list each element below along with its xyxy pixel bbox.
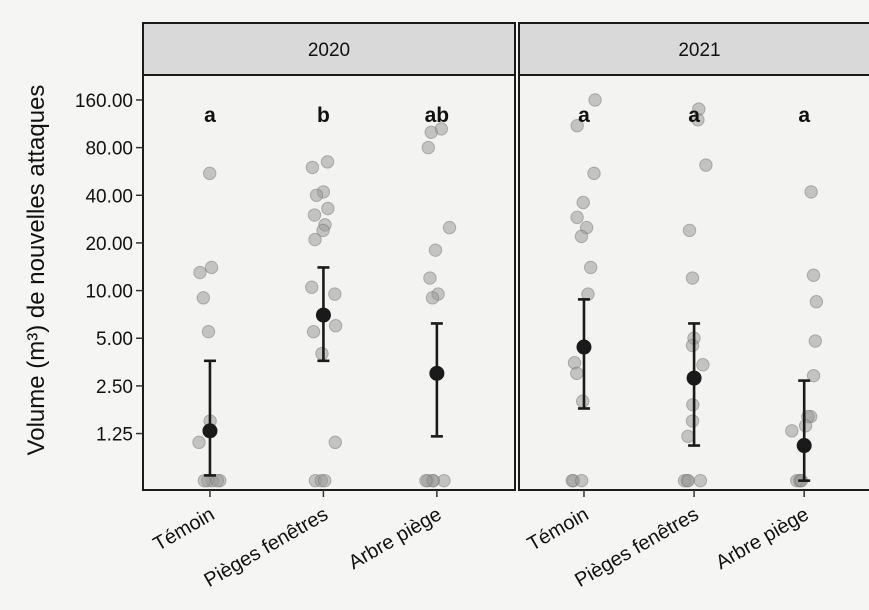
raw-data-point xyxy=(305,160,320,175)
raw-data-point xyxy=(681,473,695,488)
data-layer: a b ab a a a xyxy=(192,93,824,488)
mean-point xyxy=(686,370,702,386)
raw-data-point xyxy=(306,324,321,339)
raw-data-point xyxy=(315,346,329,361)
raw-data-point xyxy=(806,368,821,383)
raw-data-point xyxy=(424,125,438,139)
x-tick-label: Arbre piège xyxy=(345,503,446,574)
raw-data-point xyxy=(328,435,342,450)
mean-point xyxy=(429,365,445,381)
raw-data-point xyxy=(328,319,343,333)
raw-data-point xyxy=(570,210,584,225)
significance-letter: ab xyxy=(425,104,450,127)
mean-point xyxy=(315,307,331,323)
x-tick-label: Témoin xyxy=(524,503,593,555)
raw-data-point xyxy=(309,188,324,202)
raw-data-point xyxy=(681,429,695,444)
raw-data-point xyxy=(699,158,713,172)
raw-data-point xyxy=(318,473,332,488)
raw-data-point xyxy=(809,295,824,309)
raw-data-point xyxy=(798,419,813,433)
raw-data-point xyxy=(316,223,330,238)
raw-data-point xyxy=(210,473,224,488)
y-tick-label: 20.00 xyxy=(85,234,133,255)
raw-data-point xyxy=(421,140,436,155)
raw-data-point xyxy=(570,119,584,133)
raw-data-point xyxy=(696,358,710,372)
y-tick-label: 1.25 xyxy=(96,425,133,446)
raw-data-point xyxy=(587,166,601,181)
significance-letter: b xyxy=(317,104,330,127)
raw-data-point xyxy=(804,185,818,199)
significance-letter: a xyxy=(798,104,810,127)
raw-data-point xyxy=(425,291,440,305)
significance-letter: a xyxy=(688,104,700,127)
raw-data-point xyxy=(192,435,206,450)
panel-frames: 2020 2021 xyxy=(142,22,869,491)
raw-data-point xyxy=(423,271,437,285)
mean-point xyxy=(576,339,592,355)
y-tick-label: 40.00 xyxy=(85,186,133,207)
raw-data-point xyxy=(693,473,708,488)
y-tick-label: 160.00 xyxy=(75,91,133,112)
raw-data-point xyxy=(574,229,589,244)
x-tick-label: Pièges fenêtres xyxy=(201,503,332,592)
raw-data-point xyxy=(685,338,700,353)
raw-data-point xyxy=(193,265,207,280)
raw-data-point xyxy=(305,280,319,294)
x-tick-label: Témoin xyxy=(150,503,219,555)
raw-data-point xyxy=(321,201,335,216)
raw-data-point xyxy=(201,324,216,339)
raw-data-point xyxy=(442,220,457,235)
raw-data-point xyxy=(204,260,219,275)
raw-data-point xyxy=(806,268,821,282)
significance-letter: a xyxy=(204,104,216,127)
raw-data-point xyxy=(576,195,590,210)
y-tick-label: 2.50 xyxy=(96,377,133,398)
raw-data-point xyxy=(685,414,700,428)
raw-data-point xyxy=(588,93,602,107)
raw-data-point xyxy=(574,473,589,488)
raw-data-point xyxy=(196,291,211,305)
y-tick-label: 5.00 xyxy=(96,329,133,350)
mean-point xyxy=(202,423,218,439)
raw-data-point xyxy=(308,232,322,247)
raw-data-point xyxy=(584,260,598,275)
raw-data-point xyxy=(785,424,799,438)
raw-data-point xyxy=(320,155,335,169)
facet-strip-label: 2021 xyxy=(678,40,720,61)
raw-data-point xyxy=(570,366,584,381)
raw-data-point xyxy=(428,243,443,257)
x-tick-label: Arbre piège xyxy=(712,503,813,574)
raw-data-point xyxy=(203,166,217,181)
significance-letter: a xyxy=(578,104,590,127)
raw-data-point xyxy=(419,473,433,488)
raw-data-point xyxy=(685,271,700,285)
y-tick-label: 80.00 xyxy=(85,139,133,160)
panel-background xyxy=(142,74,516,491)
raw-data-point xyxy=(691,113,705,127)
y-tick-label: 10.00 xyxy=(85,282,133,303)
x-tick-label: Pièges fenêtres xyxy=(571,503,702,592)
facet-strip-label: 2020 xyxy=(308,40,350,61)
raw-data-point xyxy=(682,223,697,238)
raw-data-point xyxy=(328,287,342,301)
y-axis-title: Volume (m³) de nouvelles attaques xyxy=(23,85,50,456)
raw-data-point xyxy=(808,334,822,348)
mean-point xyxy=(796,438,812,454)
raw-data-point xyxy=(307,208,322,222)
